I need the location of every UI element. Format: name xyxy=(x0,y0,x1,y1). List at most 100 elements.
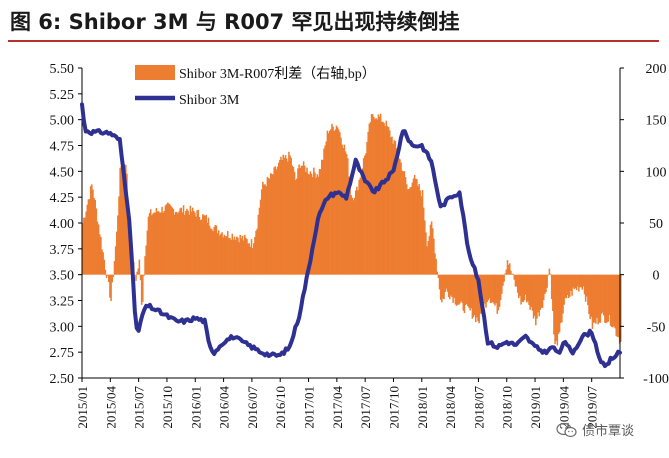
spread-bar xyxy=(245,237,247,275)
spread-bar xyxy=(522,274,525,303)
spread-bar xyxy=(531,274,534,311)
spread-bar xyxy=(482,274,485,307)
spread-bar xyxy=(159,212,161,275)
spread-bar xyxy=(564,274,567,298)
spread-bar xyxy=(381,121,383,275)
spread-bar xyxy=(120,166,123,275)
spread-bar xyxy=(595,274,597,324)
spread-bar xyxy=(115,231,118,275)
spread-bar xyxy=(484,274,486,304)
spread-bar xyxy=(420,196,423,275)
spread-bar xyxy=(147,216,150,275)
spread-bar xyxy=(609,274,612,326)
spread-bar xyxy=(211,229,213,275)
y-right-tick-label: 150 xyxy=(646,114,667,129)
spread-bar xyxy=(537,274,539,313)
spread-bar xyxy=(383,123,385,275)
spread-bar xyxy=(362,158,365,275)
x-tick-label: 2016/07 xyxy=(245,386,260,429)
spread-bar xyxy=(398,157,400,275)
spread-bar xyxy=(104,269,107,275)
spread-bar xyxy=(185,211,187,275)
spread-bar xyxy=(292,167,295,275)
spread-bar xyxy=(519,274,521,296)
spread-bar xyxy=(367,131,369,275)
spread-bar xyxy=(223,234,226,275)
spread-bar xyxy=(311,177,314,275)
spread-bar xyxy=(540,274,543,308)
spread-bar xyxy=(561,274,563,323)
x-tick-label: 2019/01 xyxy=(528,386,543,429)
spread-bar xyxy=(452,274,454,303)
x-tick-label: 2015/10 xyxy=(160,386,175,429)
spread-bar xyxy=(246,239,248,275)
spread-bar xyxy=(456,274,459,305)
spread-bar xyxy=(562,274,564,314)
spread-bar xyxy=(434,253,436,275)
spread-bar xyxy=(418,183,420,275)
y-left-tick-label: 5.25 xyxy=(50,88,75,103)
spread-bar xyxy=(275,169,278,275)
chart-title: 图 6: Shibor 3M 与 R007 罕见出现持续倒挂 xyxy=(10,10,460,34)
spread-bar xyxy=(459,274,461,304)
spread-bar xyxy=(442,274,444,299)
spread-bar xyxy=(597,274,599,325)
x-tick-label: 2016/04 xyxy=(217,386,232,429)
spread-bar xyxy=(436,271,439,275)
spread-bar xyxy=(557,274,560,334)
spread-bar xyxy=(287,161,289,275)
axes-layer: 2.50 2.75 3.00 3.25 3.50 3.75 4.00 4.25 4.50 4.75… xyxy=(50,62,669,429)
spread-bar xyxy=(528,274,530,305)
spread-bar xyxy=(588,274,590,315)
spread-bar xyxy=(226,231,229,275)
spread-bar xyxy=(443,274,445,300)
spread-bar xyxy=(289,155,291,275)
spread-bar xyxy=(493,274,495,304)
spread-bar xyxy=(283,157,286,275)
spread-bar xyxy=(153,212,155,275)
spread-bar xyxy=(110,274,112,302)
spread-bar xyxy=(326,130,329,275)
spread-bar xyxy=(169,204,171,275)
y-left-tick-label: 4.00 xyxy=(50,217,75,232)
spread-bar xyxy=(220,233,222,275)
legend-label-spread: Shibor 3M-R007利差（右轴,bp） xyxy=(179,66,376,82)
spread-bar xyxy=(345,154,348,275)
spread-bar xyxy=(421,190,424,275)
spread-bar xyxy=(511,273,513,275)
spread-bar xyxy=(450,274,452,296)
spread-bar xyxy=(306,167,308,275)
spread-bar xyxy=(599,274,602,323)
spread-bar xyxy=(254,236,256,275)
spread-bar xyxy=(331,123,333,275)
spread-bar xyxy=(282,154,285,275)
spread-bar xyxy=(410,186,412,275)
spread-bar xyxy=(284,155,287,275)
spread-bar xyxy=(488,274,491,299)
spread-bar xyxy=(555,274,557,341)
spread-bar xyxy=(126,173,128,275)
spread-bar xyxy=(353,197,356,275)
spread-bar xyxy=(97,224,100,275)
spread-bar xyxy=(379,113,382,275)
spread-bar xyxy=(387,127,390,275)
spread-bar xyxy=(328,130,331,275)
spread-bar xyxy=(407,189,409,275)
spread-bar xyxy=(386,126,389,275)
spread-bar xyxy=(139,274,142,281)
spread-bar xyxy=(334,129,337,275)
spread-bar xyxy=(529,274,531,310)
spread-bar xyxy=(322,159,324,275)
spread-bar xyxy=(468,274,470,308)
spread-bar xyxy=(445,274,448,289)
spread-bar xyxy=(536,274,538,319)
spread-bar xyxy=(438,274,441,290)
spread-bar xyxy=(271,174,273,275)
spread-bar xyxy=(545,274,547,293)
spread-bar xyxy=(118,196,120,275)
spread-bar xyxy=(505,269,508,275)
spread-bar xyxy=(570,274,572,291)
spread-bar xyxy=(327,133,330,275)
spread-bar xyxy=(178,211,180,275)
spread-bar xyxy=(604,274,606,323)
